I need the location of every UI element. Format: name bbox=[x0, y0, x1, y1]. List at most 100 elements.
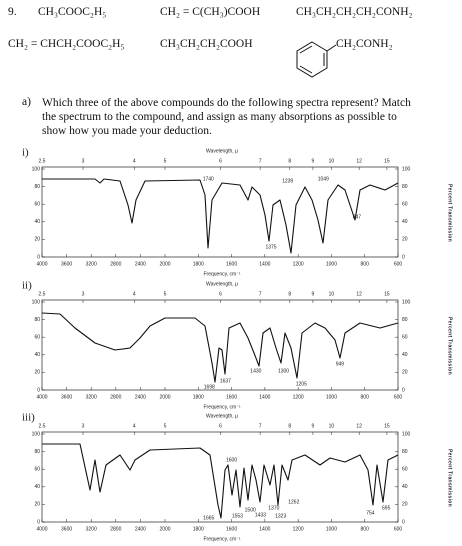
peak-label: 1049 bbox=[318, 176, 329, 182]
top-tick-label: 6 bbox=[219, 423, 222, 429]
top-tick-label: 3 bbox=[82, 158, 85, 164]
top-tick-label: 12 bbox=[356, 423, 362, 429]
question-text: Which three of the above compounds do th… bbox=[42, 97, 411, 137]
bottom-axis-title: Frequency, cm⁻¹ bbox=[204, 271, 241, 277]
left-tick-label: 80 bbox=[34, 449, 40, 455]
top-tick-label: 15 bbox=[384, 423, 390, 429]
top-tick-label: 4 bbox=[133, 158, 136, 164]
bottom-tick-label: 2800 bbox=[110, 526, 121, 532]
bottom-tick-label: 3600 bbox=[61, 261, 72, 267]
left-tick-label: 60 bbox=[34, 335, 40, 341]
right-tick-label: 80 bbox=[402, 184, 408, 190]
spectrum: i) Wavelength, μ Frequency, cm⁻¹ Percent Tr… bbox=[22, 147, 453, 278]
left-tick-label: 60 bbox=[34, 467, 40, 473]
compound: CH₃CH₂CH₂CH₂CONH₂ bbox=[296, 6, 413, 18]
frame bbox=[41, 299, 399, 391]
left-tick-label: 0 bbox=[37, 387, 40, 393]
top-tick-label: 9 bbox=[312, 423, 315, 429]
right-tick-label: 20 bbox=[402, 370, 408, 376]
left-tick-label: 40 bbox=[34, 219, 40, 225]
frame bbox=[41, 431, 399, 523]
peak-label: 1433 bbox=[255, 512, 266, 518]
bottom-tick-label: 4000 bbox=[36, 394, 47, 400]
spectrum-curve bbox=[42, 178, 399, 254]
spectrum: iii) Wavelength, μ Frequency, cm⁻¹ Percent … bbox=[22, 412, 453, 543]
peak-label: 1370 bbox=[268, 505, 279, 511]
top-tick-label: 9 bbox=[312, 158, 315, 164]
bottom-tick-label: 2000 bbox=[159, 261, 170, 267]
bottom-tick-label: 3200 bbox=[86, 261, 97, 267]
right-tick-label: 80 bbox=[402, 449, 408, 455]
compound: CH₃COOC₂H₅ bbox=[38, 6, 107, 18]
left-tick-label: 60 bbox=[34, 202, 40, 208]
bottom-tick-label: 600 bbox=[394, 261, 403, 267]
right-tick-label: 40 bbox=[402, 219, 408, 225]
benzene bbox=[296, 41, 337, 78]
left-tick-label: 0 bbox=[37, 254, 40, 260]
top-axis-title: Wavelength, μ bbox=[206, 281, 238, 287]
top-tick-label: 10 bbox=[329, 158, 335, 164]
bottom-tick-label: 1800 bbox=[193, 261, 204, 267]
peak-label: 1553 bbox=[232, 513, 243, 519]
bottom-tick-label: 1400 bbox=[259, 526, 270, 532]
left-tick-label: 80 bbox=[34, 317, 40, 323]
top-axis-title: Wavelength, μ bbox=[206, 148, 238, 154]
bottom-tick-label: 1600 bbox=[226, 394, 237, 400]
peak-label: 1665 bbox=[203, 515, 214, 521]
bottom-tick-label: 1400 bbox=[259, 261, 270, 267]
peak-label: 1430 bbox=[250, 368, 261, 374]
right-tick-label: 0 bbox=[402, 254, 405, 260]
bottom-tick-label: 2800 bbox=[110, 394, 121, 400]
bottom-tick-label: 1200 bbox=[293, 526, 304, 532]
top-tick-label: 9 bbox=[312, 291, 315, 297]
top-tick-label: 6 bbox=[219, 158, 222, 164]
bottom-tick-label: 600 bbox=[394, 394, 403, 400]
peak-label: 1262 bbox=[288, 499, 299, 505]
bottom-tick-label: 3600 bbox=[61, 526, 72, 532]
bottom-tick-label: 1200 bbox=[293, 261, 304, 267]
top-tick-label: 7 bbox=[259, 423, 262, 429]
bottom-tick-label: 800 bbox=[361, 526, 370, 532]
top-tick-label: 3 bbox=[82, 291, 85, 297]
bottom-tick-label: 800 bbox=[361, 394, 370, 400]
bottom-tick-label: 3200 bbox=[86, 394, 97, 400]
bottom-tick-label: 1000 bbox=[326, 394, 337, 400]
bottom-tick-label: 2000 bbox=[159, 526, 170, 532]
bottom-tick-label: 1200 bbox=[293, 394, 304, 400]
right-tick-label: 60 bbox=[402, 202, 408, 208]
spectrum-label: iii) bbox=[22, 412, 35, 424]
left-tick-label: 40 bbox=[34, 484, 40, 490]
bottom-tick-label: 1400 bbox=[259, 394, 270, 400]
right-tick-label: 80 bbox=[402, 317, 408, 323]
peak-label: 847 bbox=[353, 214, 362, 220]
right-axis-title: Percent Transmission bbox=[447, 449, 453, 507]
peak-label: 1205 bbox=[296, 381, 307, 387]
top-tick-label: 5 bbox=[164, 158, 167, 164]
peak-label: 1600 bbox=[226, 457, 237, 463]
peak-label: 1375 bbox=[265, 244, 276, 250]
bottom-axis-title: Frequency, cm⁻¹ bbox=[204, 404, 241, 410]
right-tick-label: 20 bbox=[402, 502, 408, 508]
top-tick-label: 12 bbox=[356, 158, 362, 164]
peak-label: 1698 bbox=[204, 384, 215, 390]
top-tick-label: 6 bbox=[219, 291, 222, 297]
top-tick-label: 2.5 bbox=[39, 291, 46, 297]
frame bbox=[41, 166, 399, 258]
right-axis-title: Percent Transmission bbox=[447, 317, 453, 375]
bottom-tick-label: 600 bbox=[394, 526, 403, 532]
bottom-tick-label: 1800 bbox=[193, 526, 204, 532]
top-tick-label: 12 bbox=[356, 291, 362, 297]
left-tick-label: 100 bbox=[32, 299, 41, 305]
left-tick-label: 0 bbox=[37, 519, 40, 525]
compound: CH₂ = C(CH₃)COOH bbox=[160, 6, 261, 18]
bottom-tick-label: 2000 bbox=[159, 394, 170, 400]
left-tick-label: 20 bbox=[34, 237, 40, 243]
top-tick-label: 8 bbox=[288, 291, 291, 297]
bottom-tick-label: 800 bbox=[361, 261, 370, 267]
bottom-tick-label: 3200 bbox=[86, 526, 97, 532]
left-tick-label: 20 bbox=[34, 502, 40, 508]
right-tick-label: 100 bbox=[402, 166, 411, 172]
top-tick-label: 10 bbox=[329, 423, 335, 429]
spectrum-curve bbox=[41, 312, 399, 383]
